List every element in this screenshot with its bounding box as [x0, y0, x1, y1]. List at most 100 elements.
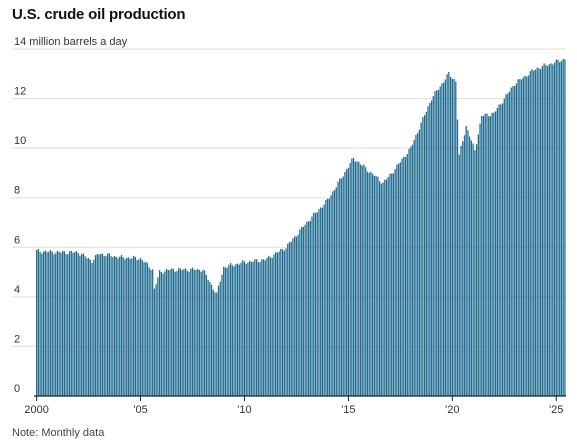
bar	[273, 254, 275, 396]
bar	[465, 125, 467, 396]
bar	[481, 115, 483, 397]
bar	[105, 256, 107, 396]
bar	[190, 268, 192, 396]
bar	[202, 269, 204, 396]
bar	[283, 250, 285, 396]
x-axis: 2000 '05 '10 '15 '20 '25	[24, 395, 566, 416]
bar	[420, 122, 422, 397]
bar	[434, 91, 436, 397]
bar	[146, 262, 149, 396]
bar	[247, 262, 249, 396]
bar	[219, 281, 221, 396]
bar	[243, 261, 246, 396]
bar	[100, 254, 102, 396]
bar	[439, 86, 441, 396]
bar	[155, 284, 157, 396]
bar	[505, 94, 507, 396]
bar	[134, 256, 137, 396]
x-tick-label: '25	[549, 404, 563, 416]
bar	[346, 169, 348, 396]
bar	[86, 258, 88, 396]
bar	[65, 254, 67, 396]
bar	[221, 274, 223, 396]
bar	[562, 58, 564, 397]
bar	[261, 259, 263, 396]
bar	[546, 66, 549, 396]
bar	[171, 268, 173, 396]
bar	[365, 167, 367, 396]
bar	[520, 79, 523, 396]
bar	[557, 59, 559, 396]
bar	[323, 204, 325, 396]
bar	[141, 260, 143, 396]
bar	[422, 117, 424, 397]
bar	[79, 255, 81, 396]
bar	[543, 63, 545, 396]
bar	[498, 104, 500, 397]
bar	[484, 113, 486, 396]
y-tick-label: 2	[14, 333, 20, 345]
bar	[127, 257, 130, 396]
bar	[112, 257, 114, 396]
y-tick-label: 10	[14, 135, 26, 147]
bar	[197, 268, 199, 396]
bar	[292, 238, 294, 396]
bar	[417, 132, 419, 396]
bar	[56, 250, 59, 396]
bar	[314, 212, 317, 396]
bar	[463, 135, 466, 397]
bar	[224, 267, 227, 396]
bar	[126, 257, 128, 396]
bar	[278, 251, 280, 396]
bar	[181, 270, 183, 396]
bar	[453, 78, 455, 397]
bar	[477, 134, 479, 396]
y-tick-label: 14 million barrels a day	[14, 36, 128, 48]
y-tick-label: 4	[14, 284, 20, 296]
bar	[228, 264, 230, 396]
bar	[564, 59, 566, 397]
bar	[183, 269, 185, 396]
bar	[264, 260, 266, 396]
bar	[150, 270, 152, 396]
bar	[67, 254, 69, 396]
bar	[101, 253, 104, 396]
bar	[117, 258, 119, 396]
bar	[517, 79, 519, 396]
bar	[139, 257, 142, 396]
bar	[122, 257, 124, 396]
bar	[430, 100, 433, 397]
bar	[107, 253, 109, 396]
bar	[172, 268, 175, 396]
bar	[178, 268, 180, 396]
chart-note: Note: Monthly data	[12, 427, 105, 439]
bar	[124, 259, 126, 396]
bar	[451, 78, 453, 397]
bar	[448, 72, 450, 396]
bar	[63, 251, 65, 396]
bar	[131, 258, 133, 396]
bar	[238, 264, 240, 396]
bar	[380, 183, 382, 396]
bar	[332, 191, 334, 396]
bar	[74, 252, 76, 396]
bar	[70, 250, 72, 396]
bar	[370, 171, 372, 396]
bar	[514, 86, 516, 396]
bar	[216, 292, 218, 396]
bar	[446, 74, 448, 396]
bar	[469, 136, 471, 397]
bar	[48, 251, 50, 396]
bar	[418, 129, 421, 396]
bar	[415, 134, 417, 396]
bar	[500, 104, 502, 396]
bar	[455, 81, 457, 396]
bar	[548, 64, 550, 396]
bar	[472, 143, 474, 396]
bar	[87, 258, 90, 396]
bar	[351, 158, 353, 396]
bar	[545, 65, 547, 396]
bar	[489, 116, 492, 396]
bar	[399, 162, 402, 396]
bar	[287, 243, 289, 396]
